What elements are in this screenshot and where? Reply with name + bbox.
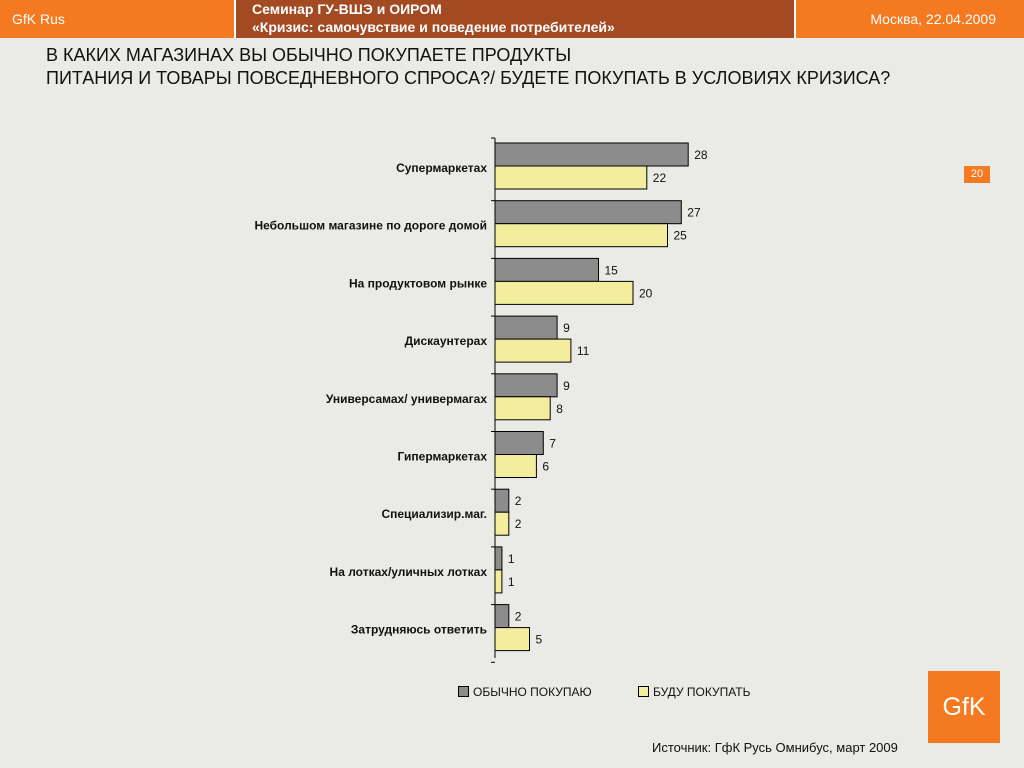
bar-series1 bbox=[494, 431, 544, 455]
category-label: Специализир.маг. bbox=[381, 507, 487, 521]
bar-series1 bbox=[494, 604, 510, 629]
data-label: 9 bbox=[563, 321, 570, 335]
bar-series1 bbox=[494, 546, 503, 571]
data-label: 27 bbox=[687, 206, 701, 220]
data-label: 25 bbox=[674, 229, 688, 243]
category-label: Универсамах/ универмагах bbox=[326, 392, 488, 406]
category-label: Дискаунтерах bbox=[405, 334, 488, 348]
slide-title-line1: В КАКИХ МАГАЗИНАХ ВЫ ОБЫЧНО ПОКУПАЕТЕ ПР… bbox=[46, 45, 572, 65]
data-label: 2 bbox=[515, 610, 522, 624]
gfk-logo: GfK bbox=[928, 671, 1000, 743]
legend-item-series1: ОБЫЧНО ПОКУПАЮ bbox=[458, 685, 592, 699]
bar-series2 bbox=[494, 569, 503, 594]
data-label: 15 bbox=[605, 263, 619, 277]
category-label: Затрудняюсь ответить bbox=[351, 623, 487, 637]
category-label: На продуктовом рынке bbox=[349, 276, 487, 290]
brand-label: GfK Rus bbox=[12, 11, 65, 27]
header-divider bbox=[794, 0, 796, 38]
header-bar: GfK Rus Семинар ГУ-ВШЭ и ОИРОМ «Кризис: … bbox=[0, 0, 1024, 38]
data-label: 5 bbox=[536, 633, 543, 647]
source-note: Источник: ГфК Русь Омнибус, март 2009 bbox=[652, 740, 898, 755]
bar-series2 bbox=[494, 338, 572, 363]
category-label: Супермаркетах bbox=[396, 161, 487, 175]
data-label: 2 bbox=[515, 494, 522, 508]
legend-swatch-series1 bbox=[458, 686, 469, 697]
data-label: 7 bbox=[549, 437, 556, 451]
data-label: 1 bbox=[508, 552, 515, 566]
data-label: 8 bbox=[556, 402, 563, 416]
bar-series2 bbox=[494, 454, 537, 478]
bar-series1 bbox=[494, 142, 689, 167]
bar-series2 bbox=[494, 511, 510, 536]
bar-series1 bbox=[494, 257, 599, 282]
legend-label-series1: ОБЫЧНО ПОКУПАЮ bbox=[473, 685, 592, 699]
legend-item-series2: БУДУ ПОКУПАТЬ bbox=[638, 685, 751, 699]
header-divider bbox=[234, 0, 236, 38]
data-label: 28 bbox=[694, 148, 708, 162]
city-date: Москва, 22.04.2009 bbox=[870, 11, 996, 27]
bar-series2 bbox=[494, 223, 668, 248]
data-label: 20 bbox=[639, 286, 653, 300]
slide-title-line2: ПИТАНИЯ И ТОВАРЫ ПОВСЕДНЕВНОГО СПРОСА?/ … bbox=[46, 68, 891, 88]
bar-series1 bbox=[494, 315, 558, 340]
category-label: Небольшом магазине по дороге домой bbox=[254, 219, 487, 233]
bar-series1 bbox=[494, 373, 558, 398]
bar-series2 bbox=[494, 280, 634, 305]
page-number: 20 bbox=[964, 166, 990, 183]
bar-series1 bbox=[494, 488, 510, 513]
legend-swatch-series2 bbox=[638, 686, 649, 697]
data-label: 11 bbox=[577, 344, 590, 358]
data-label: 6 bbox=[542, 460, 549, 474]
seminar-block: Семинар ГУ-ВШЭ и ОИРОМ «Кризис: самочувс… bbox=[236, 0, 794, 38]
data-label: 1 bbox=[508, 575, 515, 589]
legend-label-series2: БУДУ ПОКУПАТЬ bbox=[653, 685, 751, 699]
seminar-title: Семинар ГУ-ВШЭ и ОИРОМ bbox=[252, 1, 442, 17]
bar-series2 bbox=[494, 165, 648, 190]
bar-series2 bbox=[494, 396, 551, 421]
seminar-subtitle: «Кризис: самочувствие и поведение потреб… bbox=[252, 19, 615, 35]
bar-series1 bbox=[494, 200, 682, 225]
data-label: 22 bbox=[653, 171, 667, 185]
category-label: Гипермаркетах bbox=[398, 450, 488, 464]
data-label: 9 bbox=[563, 379, 570, 393]
slide-title: В КАКИХ МАГАЗИНАХ ВЫ ОБЫЧНО ПОКУПАЕТЕ ПР… bbox=[46, 44, 966, 90]
data-label: 2 bbox=[515, 517, 522, 531]
bar-series2 bbox=[494, 627, 530, 652]
category-label: На лотках/уличных лотках bbox=[330, 565, 488, 579]
